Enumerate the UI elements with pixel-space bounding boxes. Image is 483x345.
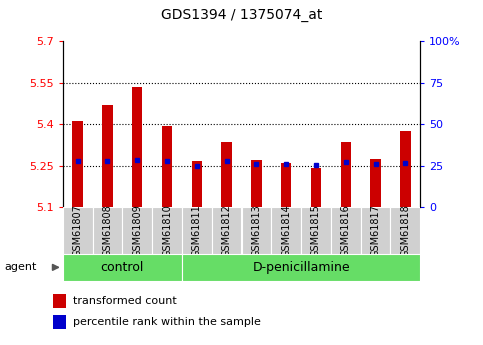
Text: percentile rank within the sample: percentile rank within the sample	[73, 317, 261, 327]
Text: GSM61815: GSM61815	[311, 204, 321, 257]
Bar	[361, 207, 390, 254]
Bar	[192, 161, 202, 207]
Bar	[400, 131, 411, 207]
Bar	[122, 207, 152, 254]
Bar	[53, 294, 66, 308]
Text: D-penicillamine: D-penicillamine	[252, 261, 350, 274]
Text: GSM61817: GSM61817	[370, 204, 381, 257]
Bar	[390, 207, 420, 254]
Bar	[311, 168, 321, 207]
Text: GSM61807: GSM61807	[72, 204, 83, 257]
Bar	[271, 207, 301, 254]
Bar	[72, 121, 83, 207]
Text: GSM61808: GSM61808	[102, 204, 113, 257]
Bar	[182, 254, 420, 281]
Text: GSM61812: GSM61812	[222, 204, 232, 257]
Text: GSM61816: GSM61816	[341, 204, 351, 257]
Bar	[63, 254, 182, 281]
Bar	[251, 160, 262, 207]
Text: GSM61810: GSM61810	[162, 204, 172, 257]
Bar	[212, 207, 242, 254]
Bar	[132, 87, 142, 207]
Text: GSM61818: GSM61818	[400, 204, 411, 257]
Text: GSM61814: GSM61814	[281, 204, 291, 257]
Bar	[93, 207, 122, 254]
Text: agent: agent	[5, 263, 37, 272]
Bar	[370, 159, 381, 207]
Bar	[162, 126, 172, 207]
Text: GSM61811: GSM61811	[192, 204, 202, 257]
Bar	[221, 142, 232, 207]
Text: GSM61813: GSM61813	[251, 204, 261, 257]
Bar	[242, 207, 271, 254]
Bar	[152, 207, 182, 254]
Bar	[331, 207, 361, 254]
Bar	[301, 207, 331, 254]
Bar	[102, 105, 113, 207]
Text: transformed count: transformed count	[73, 296, 177, 306]
Bar	[63, 207, 93, 254]
Text: GDS1394 / 1375074_at: GDS1394 / 1375074_at	[161, 8, 322, 22]
Bar	[341, 142, 351, 207]
Text: control: control	[100, 261, 144, 274]
Bar	[281, 163, 291, 207]
Bar	[53, 315, 66, 329]
Text: GSM61809: GSM61809	[132, 204, 142, 257]
Bar	[182, 207, 212, 254]
